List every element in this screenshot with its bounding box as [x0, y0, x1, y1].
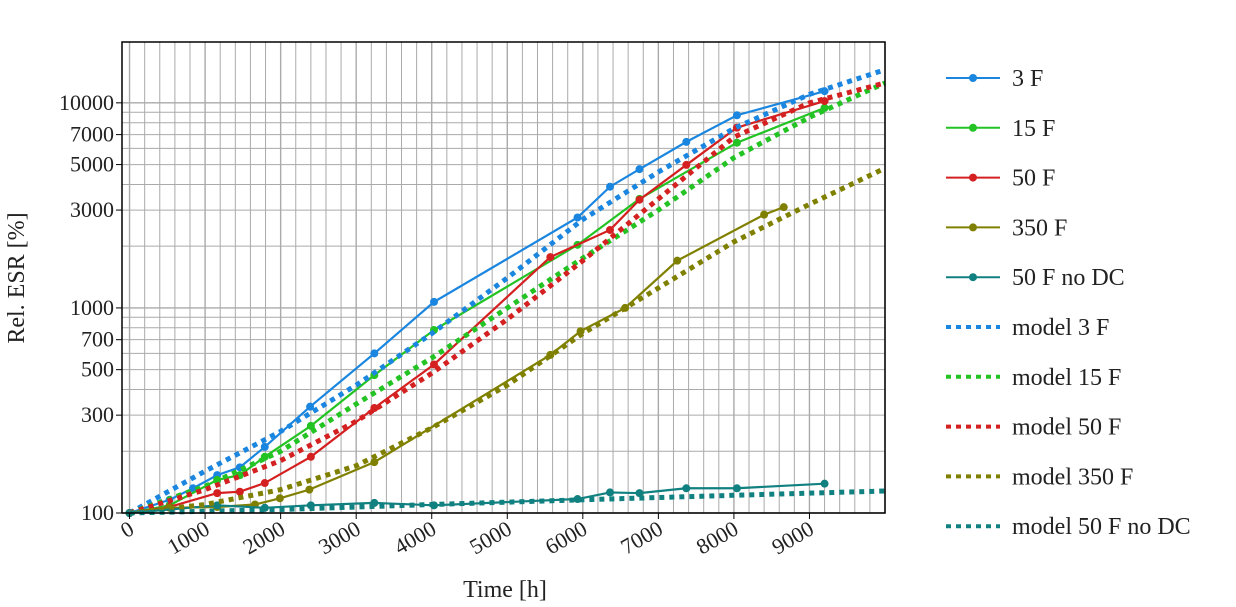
plot-frame	[121, 41, 886, 514]
legend-label: model 350 F	[1012, 464, 1133, 490]
data-point	[573, 213, 582, 222]
series-line-model-350-f	[129, 165, 887, 516]
data-point	[682, 137, 691, 146]
legend-label: 50 F no DC	[1012, 265, 1125, 291]
data-point	[732, 138, 741, 147]
grid	[122, 42, 886, 514]
legend-marker	[969, 273, 977, 282]
y-tick-label: 700	[81, 327, 114, 352]
x-tick-label: 5000	[465, 516, 516, 560]
series-line-350-f	[129, 206, 785, 515]
series-line-model-3-f	[128, 67, 886, 516]
legend-label: model 50 F no DC	[1012, 514, 1191, 540]
y-axis-label: Rel. ESR [%]	[4, 212, 30, 343]
x-tick-label: 4000	[390, 516, 441, 560]
series-line-model-50-f	[128, 80, 886, 516]
y-tick-label: 7000	[70, 122, 114, 147]
legend-label: model 50 F	[1012, 415, 1121, 441]
x-tick-label: 2000	[239, 516, 290, 560]
data-point	[635, 165, 644, 174]
data-point	[820, 479, 829, 488]
data-point	[606, 488, 615, 497]
legend-label: 15 F	[1012, 116, 1055, 142]
legend: 3 F 15 F 50 F 350 F 50 F no DC model 3 F model…	[946, 66, 1191, 540]
data-point	[606, 225, 615, 234]
data-point	[682, 484, 691, 493]
legend-marker	[969, 223, 977, 232]
data-point	[429, 297, 438, 306]
x-tick-label: 7000	[616, 516, 667, 560]
data-point	[189, 484, 198, 493]
x-tick-label: 1000	[163, 516, 214, 560]
y-tick-label: 100	[81, 500, 114, 525]
legend-label: model 15 F	[1012, 365, 1121, 391]
y-tick-label: 300	[81, 402, 114, 427]
data-point	[306, 452, 315, 461]
series-line-model-15-f	[128, 80, 887, 516]
data-point	[635, 489, 644, 498]
data-point	[732, 484, 741, 493]
series-line-50-f-no-dc	[129, 482, 825, 515]
x-tick-label: 8000	[692, 516, 743, 560]
series-lines	[125, 67, 887, 517]
data-point	[306, 421, 315, 430]
data-point	[732, 111, 741, 120]
legend-marker	[969, 123, 977, 132]
legend-label: 350 F	[1012, 215, 1067, 241]
data-point	[429, 360, 438, 369]
data-point	[213, 489, 222, 498]
data-point	[779, 203, 788, 212]
y-tick-label: 10000	[59, 90, 114, 115]
y-tick-label: 500	[81, 357, 114, 382]
data-point	[370, 349, 379, 358]
data-point	[760, 210, 769, 219]
x-tick-label: 3000	[314, 516, 365, 560]
y-tick-label: 5000	[70, 152, 114, 177]
data-point	[635, 195, 644, 204]
legend-marker	[969, 74, 977, 82]
x-tick-label: 6000	[541, 516, 592, 560]
data-point	[260, 442, 269, 451]
data-point	[546, 253, 555, 262]
data-point	[682, 160, 691, 169]
data-point	[260, 479, 269, 488]
legend-label: model 3 F	[1012, 315, 1109, 341]
data-point	[275, 494, 284, 503]
data-point	[576, 327, 585, 336]
x-axis-label: Time [h]	[463, 577, 547, 603]
data-point	[235, 487, 244, 496]
data-point	[306, 402, 315, 411]
data-point	[370, 458, 379, 467]
data-point	[606, 182, 615, 191]
x-tick-label: 0	[116, 516, 138, 543]
legend-marker	[969, 173, 977, 182]
data-point	[673, 256, 682, 265]
y-tick-label: 1000	[70, 295, 114, 320]
legend-label: 50 F	[1012, 166, 1055, 192]
y-tick-label: 3000	[70, 197, 114, 222]
x-tick-label: 9000	[767, 516, 818, 560]
legend-label: 3 F	[1012, 66, 1043, 92]
data-point	[305, 485, 314, 494]
